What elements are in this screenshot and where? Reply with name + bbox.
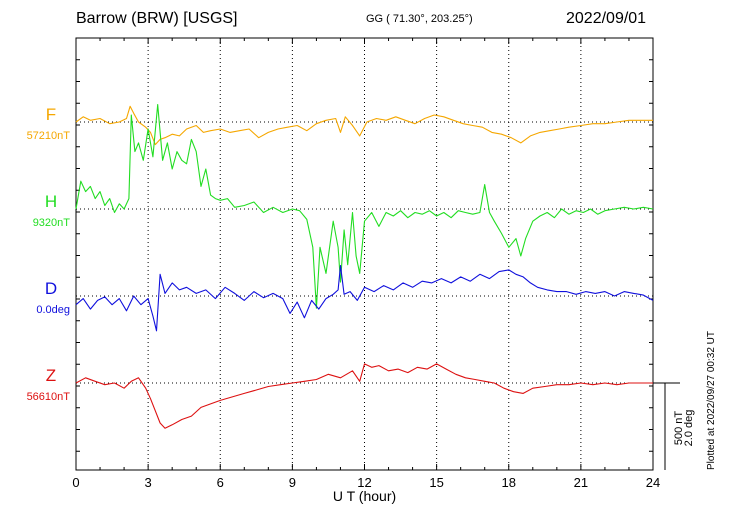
station-title: Barrow (BRW) [USGS]	[76, 10, 238, 27]
x-tick-label: 0	[72, 475, 79, 490]
series-name-z: Z	[46, 366, 56, 385]
series-baseline-d: 0.0deg	[36, 304, 70, 316]
series-name-h: H	[45, 192, 57, 211]
x-tick-label: 3	[145, 475, 152, 490]
x-tick-label: 12	[357, 475, 371, 490]
x-axis-label: U T (hour)	[333, 488, 396, 504]
series-baseline-h: 9320nT	[33, 217, 71, 229]
series-baseline-z: 56610nT	[27, 391, 71, 403]
coordinates-label: GG ( 71.30°, 203.25°)	[366, 13, 473, 25]
x-tick-label: 24	[646, 475, 660, 490]
series-line-f	[75, 105, 653, 146]
series-baseline-f: 57210nT	[27, 130, 71, 142]
x-tick-label: 15	[429, 475, 443, 490]
series-line-h	[75, 104, 654, 309]
scale-label-deg: 2.0 deg	[683, 410, 695, 447]
series-line-z	[75, 363, 653, 429]
series-name-d: D	[45, 279, 57, 298]
x-tick-label: 6	[217, 475, 224, 490]
x-tick-label: 18	[502, 475, 516, 490]
plotted-timestamp: Plotted at 2022/09/27 00:32 UT	[706, 331, 717, 470]
scale-label-nt: 500 nT	[673, 411, 685, 446]
series-name-f: F	[46, 105, 56, 124]
x-tick-label: 9	[289, 475, 296, 490]
x-tick-label: 21	[574, 475, 588, 490]
series-line-d	[75, 265, 654, 332]
date-label: 2022/09/01	[566, 10, 647, 27]
